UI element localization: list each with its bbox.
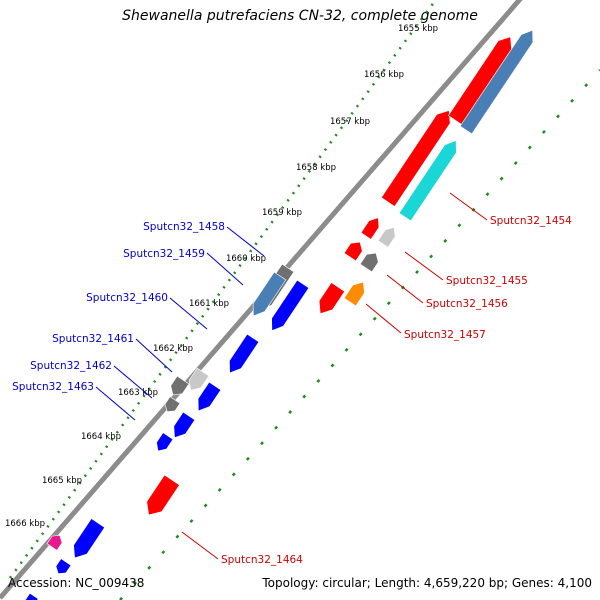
gene-arrow[interactable] bbox=[447, 36, 512, 125]
gene-arrow[interactable] bbox=[188, 367, 210, 391]
gene-arrow[interactable] bbox=[146, 474, 180, 516]
gene-arrow[interactable] bbox=[359, 252, 379, 273]
map-title: Shewanella putrefaciens CN-32, complete … bbox=[122, 8, 478, 24]
kbp-label: 1660 kbp bbox=[226, 254, 266, 264]
gene-label-1457: Sputcn32_1457 bbox=[404, 329, 486, 341]
gene-label-1461-leader bbox=[135, 338, 173, 373]
kbp-label: 1656 kbp bbox=[364, 70, 404, 80]
gene-arrow[interactable] bbox=[343, 241, 363, 262]
gene-label-1454: Sputcn32_1454 bbox=[490, 215, 572, 227]
kbp-label: 1658 kbp bbox=[296, 163, 336, 173]
gene-arrow[interactable] bbox=[377, 226, 396, 248]
gene-arrow[interactable] bbox=[398, 140, 457, 222]
gene-arrow[interactable] bbox=[252, 271, 287, 317]
gene-arrow[interactable] bbox=[173, 411, 196, 439]
gene-arrow[interactable] bbox=[46, 535, 63, 551]
accession-label: Accession: NC_009438 bbox=[8, 576, 145, 590]
gene-arrow[interactable] bbox=[197, 381, 222, 412]
gene-arrow[interactable] bbox=[73, 518, 106, 559]
gene-label-1464: Sputcn32_1464 bbox=[221, 554, 303, 566]
gene-arrow[interactable] bbox=[318, 282, 346, 315]
gene-label-1458: Sputcn32_1458 bbox=[143, 221, 225, 233]
gene-label-1455-leader bbox=[404, 251, 444, 281]
gene-label-1464-leader bbox=[181, 531, 219, 560]
gene-arrow[interactable] bbox=[156, 432, 174, 452]
gene-label-1459-leader bbox=[206, 252, 244, 286]
gene-label-1457-leader bbox=[365, 303, 402, 334]
gene-label-1462: Sputcn32_1462 bbox=[30, 360, 112, 372]
kbp-label: 1662 kbp bbox=[153, 344, 193, 354]
gene-label-1455: Sputcn32_1455 bbox=[446, 275, 528, 287]
gene-arrow[interactable] bbox=[229, 333, 260, 374]
gene-label-1456-leader bbox=[386, 274, 424, 304]
gene-label-1458-leader bbox=[226, 226, 265, 257]
gene-arrow[interactable] bbox=[55, 558, 72, 574]
kbp-label: 1657 kbp bbox=[330, 117, 370, 127]
gene-label-1456: Sputcn32_1456 bbox=[426, 298, 508, 310]
kbp-label: 1655 kbp bbox=[398, 24, 438, 34]
gene-label-1463: Sputcn32_1463 bbox=[12, 381, 94, 393]
gene-arrow[interactable] bbox=[164, 396, 181, 412]
gene-label-1460-leader bbox=[169, 297, 208, 330]
kbp-label: 1661 kbp bbox=[189, 299, 229, 309]
gene-label-1454-leader bbox=[449, 192, 488, 221]
kbp-label: 1665 kbp bbox=[42, 476, 82, 486]
kbp-guide-outer bbox=[8, 0, 438, 579]
gene-arrow[interactable] bbox=[23, 592, 39, 600]
gene-arrow[interactable] bbox=[170, 375, 190, 396]
kbp-guide-inner bbox=[119, 69, 600, 600]
gene-label-1463-leader bbox=[95, 386, 136, 421]
gene-arrow[interactable] bbox=[459, 29, 534, 135]
kbp-label: 1666 kbp bbox=[5, 519, 45, 529]
gene-arrow[interactable] bbox=[360, 217, 380, 240]
gene-arrow[interactable] bbox=[271, 279, 310, 332]
kbp-label: 1663 kbp bbox=[118, 388, 158, 398]
kbp-label: 1659 kbp bbox=[262, 208, 302, 218]
gene-label-1461: Sputcn32_1461 bbox=[52, 333, 134, 345]
topology-label: Topology: circular; Length: 4,659,220 bp… bbox=[262, 576, 592, 590]
gene-arrow[interactable] bbox=[380, 110, 451, 207]
gene-label-1460: Sputcn32_1460 bbox=[86, 292, 168, 304]
gene-label-1462-leader bbox=[113, 365, 153, 399]
gene-arrow[interactable] bbox=[343, 281, 365, 307]
kbp-label: 1664 kbp bbox=[81, 432, 121, 442]
gene-label-1459: Sputcn32_1459 bbox=[123, 248, 205, 260]
